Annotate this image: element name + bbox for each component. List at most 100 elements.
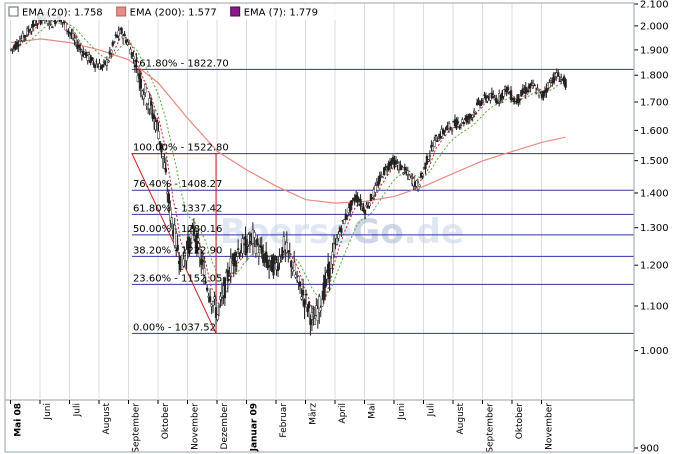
candle-body: [34, 24, 38, 26]
candle-body: [247, 234, 250, 245]
candle-body: [123, 33, 126, 37]
candle-body: [48, 24, 51, 26]
candle-body: [557, 72, 560, 77]
candle-body: [121, 35, 125, 39]
candle-body: [281, 247, 284, 258]
candle-body: [257, 252, 260, 257]
x-tick-label: Oktober: [515, 403, 525, 440]
candle-body: [564, 79, 567, 88]
candle-body: [436, 140, 439, 143]
candle-body: [434, 134, 437, 137]
x-tick-label: Mai: [368, 403, 378, 419]
candle-body: [142, 94, 145, 99]
candle-body: [161, 156, 165, 159]
candle-body: [447, 122, 451, 130]
candle-body: [517, 94, 520, 103]
fib-level-label: 61.80% - 1337.42: [133, 203, 222, 214]
x-tick-label: Juni: [397, 403, 407, 421]
candle-body: [208, 296, 212, 302]
candle-body: [502, 89, 505, 97]
candle-body: [549, 78, 553, 81]
candle-body: [408, 174, 411, 180]
candle-body: [548, 82, 551, 88]
x-tick-label: Februar: [279, 403, 289, 438]
candle-body: [409, 174, 412, 177]
y-tick-label: 900: [640, 444, 659, 454]
candle-body: [219, 295, 222, 300]
candle-body: [427, 159, 430, 162]
x-tick-label: Dezember: [220, 403, 230, 450]
candle-body: [380, 173, 383, 176]
fib-level-label: 0.00% - 1037.52: [133, 322, 216, 333]
candle-body: [316, 308, 319, 321]
candle-body: [158, 141, 162, 145]
candle-body: [29, 31, 32, 33]
candle-body: [403, 166, 406, 171]
legend-swatch: [8, 6, 19, 17]
watermark-right: Go: [352, 212, 403, 252]
candle-body: [185, 249, 188, 261]
candle-body: [321, 299, 324, 307]
candle-body: [437, 138, 440, 141]
candle-body: [33, 20, 36, 25]
y-tick-label: 1.900: [640, 45, 669, 56]
candle-body: [160, 143, 163, 153]
candle-body: [319, 307, 322, 311]
candle-body: [133, 65, 137, 68]
candle-body: [217, 305, 221, 308]
candle-body: [216, 314, 219, 321]
candle-body: [332, 243, 336, 256]
candle-body: [483, 94, 486, 96]
x-tick-label: Juni: [43, 403, 53, 421]
x-tick-label: September: [132, 403, 142, 453]
y-tick-label: 1.800: [640, 71, 669, 82]
candle-body: [391, 157, 395, 161]
candle-body: [337, 233, 340, 239]
candle-body: [132, 56, 135, 59]
candle-body: [433, 140, 436, 148]
candle-body: [369, 193, 373, 201]
candle-body: [30, 27, 33, 32]
candlestick-series: [9, 11, 567, 336]
candle-body: [110, 49, 113, 54]
candle-body: [248, 241, 252, 244]
candle-body: [455, 119, 458, 129]
candle-body: [163, 162, 166, 169]
candle-body: [560, 77, 563, 80]
candle-body: [399, 164, 402, 171]
candle-body: [95, 63, 98, 65]
candle-body: [124, 39, 128, 44]
candle-body: [471, 114, 474, 118]
candle-body: [15, 41, 19, 48]
candle-body: [545, 88, 548, 93]
ema20-series: [25, 22, 566, 298]
candle-body: [226, 270, 229, 282]
candle-body: [288, 253, 291, 255]
y-tick-label: 1.200: [640, 261, 669, 272]
legend-label: EMA (7): 1.779: [244, 8, 318, 19]
fib-level-label: 76.40% - 1408.27: [133, 179, 222, 190]
x-tick-label: November: [545, 403, 555, 450]
candle-body: [77, 44, 80, 48]
candle-body: [322, 282, 325, 301]
candle-body: [335, 237, 339, 245]
candle-body: [349, 203, 352, 212]
candle-body: [298, 281, 302, 287]
candle-body: [116, 34, 119, 38]
candle-body: [157, 131, 160, 139]
ema200-series: [10, 38, 566, 204]
candle-body: [514, 102, 517, 105]
candle-body: [458, 126, 461, 129]
candle-body: [154, 121, 157, 131]
candle-body: [18, 41, 22, 45]
candle-body: [267, 265, 271, 268]
candle-body: [204, 281, 207, 283]
candle-body: [223, 277, 227, 299]
candle-body: [424, 162, 427, 170]
candle-body: [127, 43, 131, 45]
candle-body: [188, 237, 191, 253]
candle-body: [473, 110, 476, 113]
candle-body: [201, 260, 204, 263]
candle-body: [366, 206, 370, 208]
